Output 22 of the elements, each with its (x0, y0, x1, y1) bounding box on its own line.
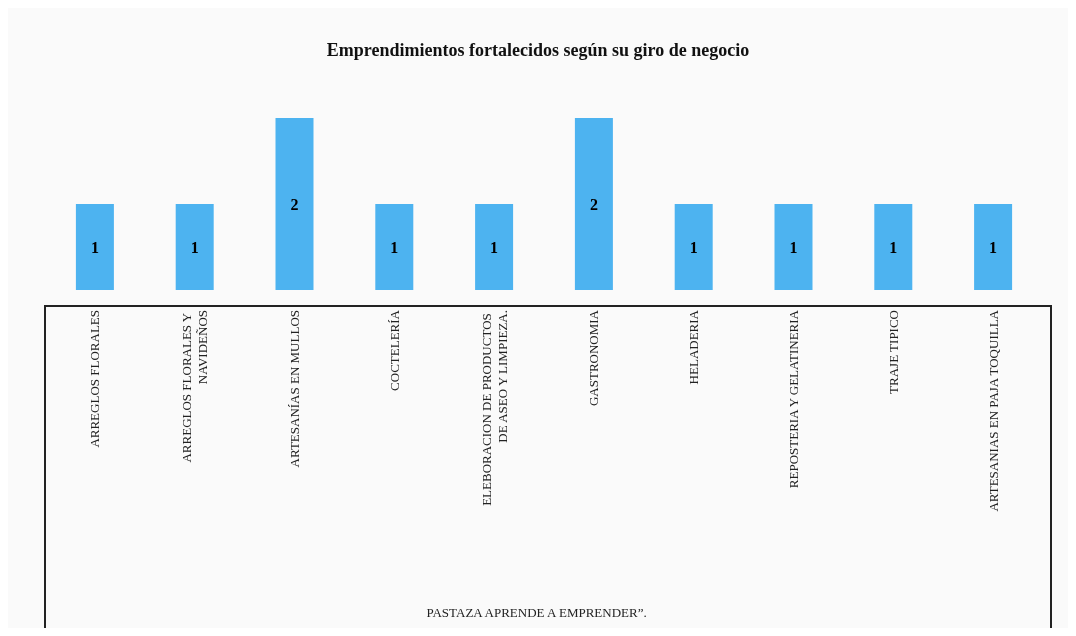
x-tick-label: ARREGLOS FLORALES Y NAVIDEÑOS (179, 310, 211, 463)
data-label: 2 (290, 195, 299, 213)
x-tick-label: COCTELERÍA (386, 309, 402, 391)
data-label: 1 (689, 238, 698, 256)
x-tick-label: TRAJE TIPICO (885, 310, 901, 394)
data-label: 1 (390, 238, 399, 256)
x-tick-label: ARTESANIAS EN PAJA TOQUILLA (985, 309, 1001, 512)
text: PASTAZA APRENDE A EMPRENDER”. (426, 605, 647, 620)
data-label: 1 (889, 238, 898, 256)
chart-title: Emprendimientos fortalecidos según su giro de negocio (326, 40, 750, 60)
data-label: 2 (589, 195, 598, 213)
x-tick-label: ARREGLOS FLORALES (87, 310, 103, 448)
x-tick-label: GASTRONOMIA (586, 309, 602, 407)
x-tick-label: ARTESANÍAS EN MULLOS (287, 310, 302, 468)
data-label: 1 (490, 238, 499, 256)
x-tick-label: ELEBORACION DE PRODUCTOS DE ASEO Y LIMPIEZA. (478, 310, 510, 506)
x-tick-label: REPOSTERIA Y GELATINERIA (786, 309, 801, 489)
data-label: 1 (989, 238, 998, 256)
data-label: 1 (190, 238, 199, 256)
x-tick-label: HELADERIA (686, 309, 702, 385)
data-label: 1 (90, 238, 99, 256)
data-label: 1 (789, 238, 798, 256)
